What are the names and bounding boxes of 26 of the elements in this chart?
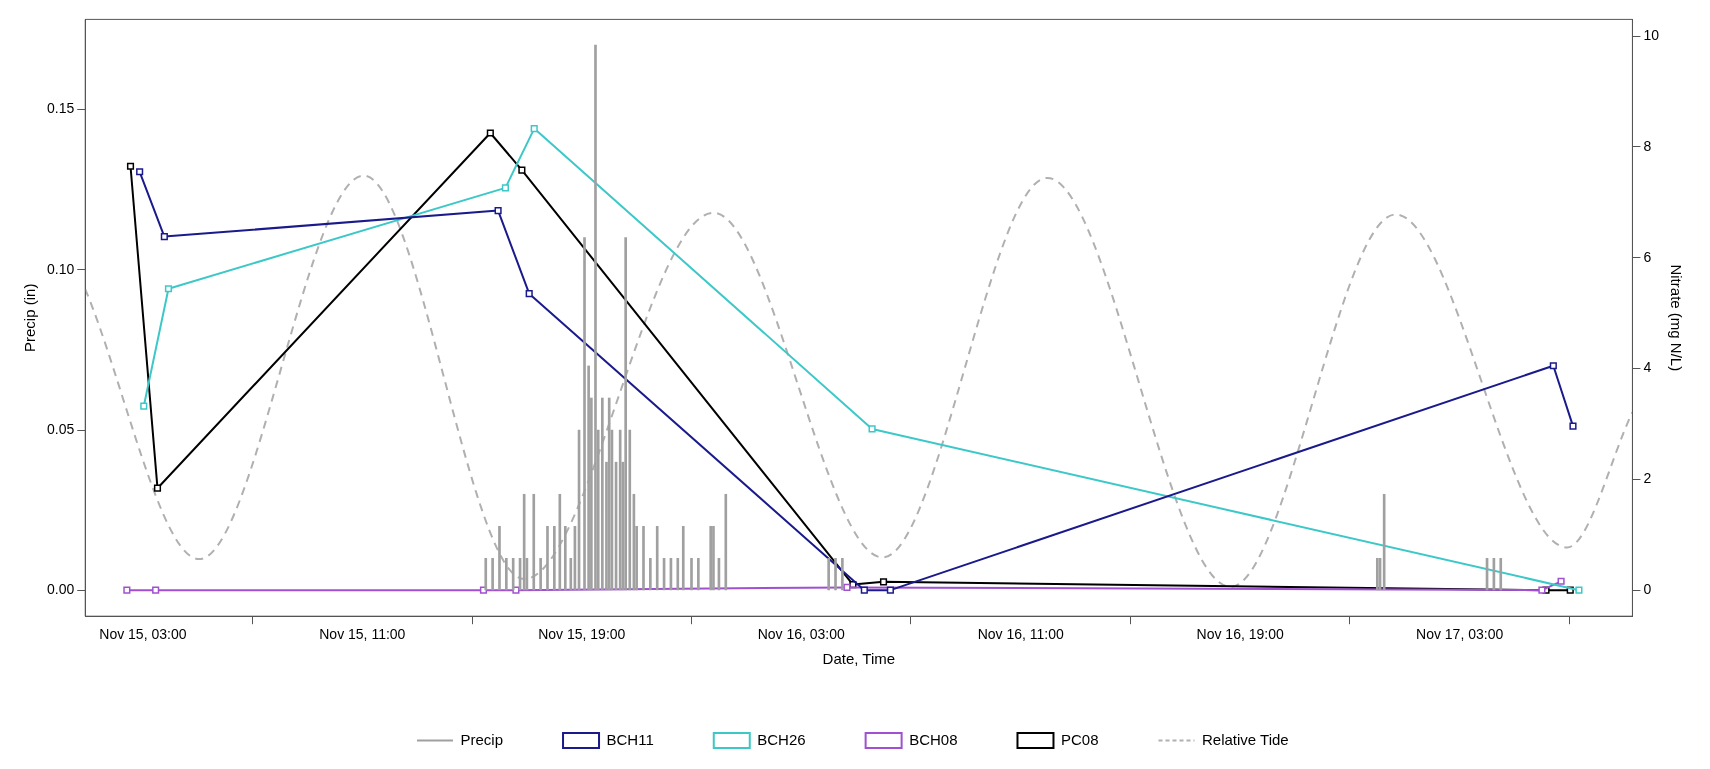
x-tick-label: Nov 16, 19:00	[1196, 626, 1284, 643]
y-tick-label: 0.10	[47, 260, 75, 277]
legend-label: Relative Tide	[1202, 730, 1289, 748]
y-tick-label: 0.15	[47, 100, 75, 117]
legend-label: BCH08	[909, 730, 958, 748]
legend-label: PC08	[1060, 730, 1099, 748]
y2-tick-label: 6	[1643, 248, 1652, 265]
y2-tick-label: 8	[1643, 137, 1652, 154]
x-axis-title: Date, Time	[822, 650, 896, 668]
y2-axis-title: Nitrate (mg N/L)	[1667, 264, 1685, 372]
y2-tick-label: 0	[1643, 581, 1652, 598]
legend-label: BCH26	[757, 730, 806, 748]
y2-tick-label: 2	[1643, 470, 1652, 487]
y-tick-label: 0.05	[47, 420, 75, 437]
legend-label: Precip	[460, 730, 504, 748]
y-tick-label: 0.00	[47, 581, 75, 598]
x-tick-label: Nov 15, 11:00	[319, 626, 406, 643]
y2-tick-label: 10	[1643, 26, 1660, 43]
y-axis-title: Precip (in)	[21, 283, 39, 352]
x-tick-label: Nov 16, 11:00	[977, 626, 1064, 643]
x-tick-label: Nov 15, 03:00	[99, 626, 187, 643]
x-tick-label: Nov 15, 19:00	[538, 626, 626, 643]
y2-tick-label: 4	[1643, 359, 1652, 376]
legend-label: BCH11	[606, 730, 654, 748]
x-tick-label: Nov 16, 03:00	[757, 626, 846, 643]
x-tick-label: Nov 17, 03:00	[1416, 626, 1504, 643]
